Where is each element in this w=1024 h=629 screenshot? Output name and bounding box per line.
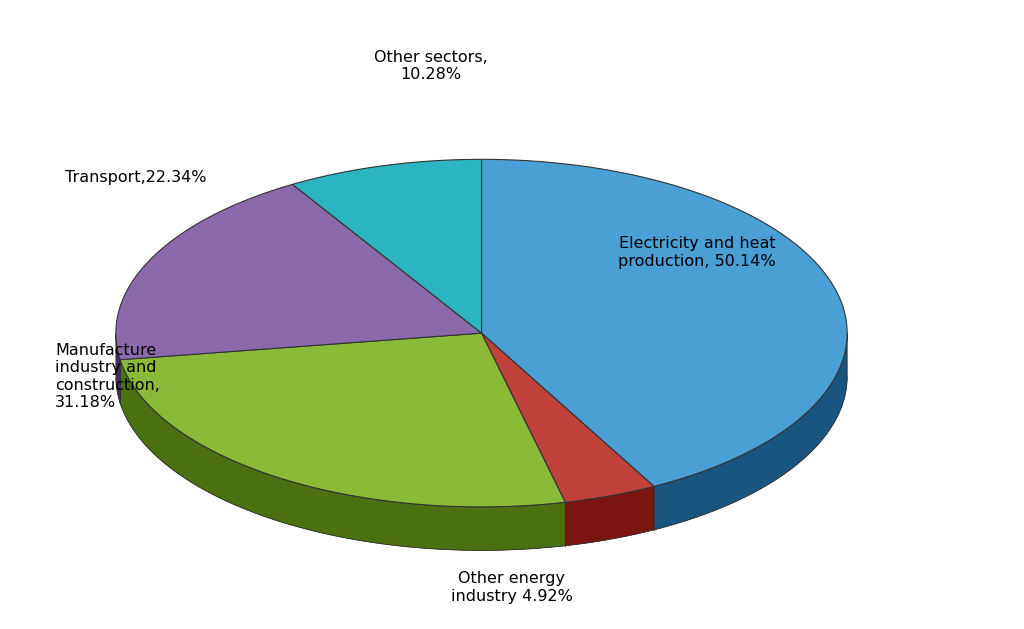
Polygon shape — [120, 333, 565, 507]
Polygon shape — [565, 486, 654, 546]
Text: Transport,22.34%: Transport,22.34% — [66, 170, 207, 186]
Text: Other energy
industry 4.92%: Other energy industry 4.92% — [451, 571, 573, 604]
Polygon shape — [654, 333, 847, 530]
Polygon shape — [116, 184, 481, 360]
Polygon shape — [481, 377, 654, 546]
Polygon shape — [120, 360, 565, 550]
Polygon shape — [481, 159, 847, 486]
Polygon shape — [481, 333, 654, 503]
Polygon shape — [116, 377, 481, 403]
Polygon shape — [481, 377, 847, 530]
Polygon shape — [116, 334, 120, 403]
Polygon shape — [120, 377, 565, 550]
Text: Electricity and heat
production, 50.14%: Electricity and heat production, 50.14% — [618, 237, 776, 269]
Polygon shape — [293, 159, 481, 333]
Text: Manufacture
industry and
construction,
31.18%: Manufacture industry and construction, 3… — [55, 343, 160, 410]
Text: Other sectors,
10.28%: Other sectors, 10.28% — [374, 50, 487, 82]
